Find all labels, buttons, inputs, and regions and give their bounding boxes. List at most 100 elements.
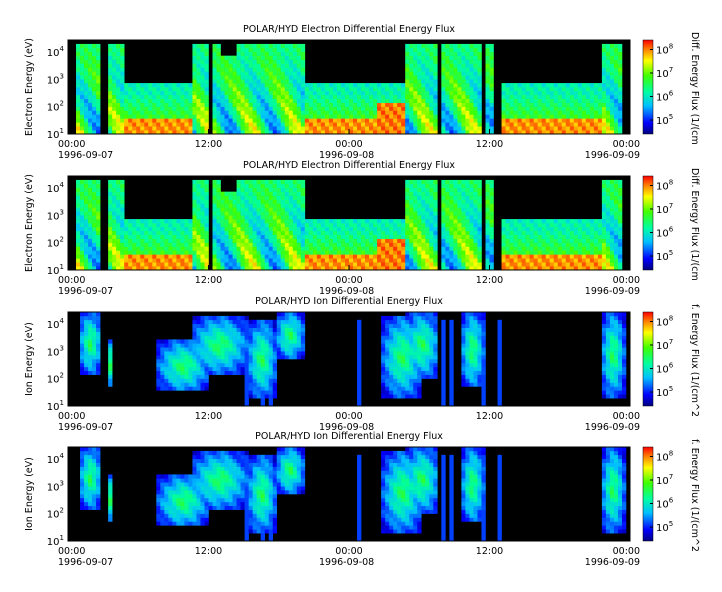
- spectrogram-cell: [617, 43, 623, 49]
- spectrogram-cell: [272, 230, 278, 236]
- spectrogram-cell: [529, 258, 534, 263]
- spectrogram-cell: [148, 234, 153, 239]
- spectrogram-cell: [365, 246, 370, 251]
- spectrogram-cell: [425, 98, 430, 103]
- spectrogram-cell: [212, 266, 217, 271]
- spectrogram-cell: [156, 219, 161, 224]
- spectrogram-cell: [461, 179, 466, 185]
- spectrogram-cell: [272, 94, 278, 100]
- spectrogram-cell: [92, 362, 97, 368]
- spectrogram-cell: [252, 234, 257, 239]
- spectrogram-cell: [256, 55, 261, 60]
- spectrogram-cell: [577, 114, 583, 119]
- spectrogram-cell: [349, 106, 354, 111]
- spectrogram-cell: [240, 114, 245, 119]
- spectrogram-cell: [385, 246, 390, 251]
- spectrogram-cell: [108, 226, 113, 232]
- spectrogram-cell: [96, 43, 101, 49]
- spectrogram-cell: [381, 102, 386, 107]
- spectrogram-cell: [489, 51, 494, 56]
- spectrogram-cell: [365, 126, 370, 131]
- spectrogram-cell: [421, 90, 426, 96]
- spectrogram-cell: [469, 63, 474, 68]
- spectrogram-cell: [605, 215, 611, 220]
- spectrogram-cell: [236, 106, 241, 111]
- spectrogram-cell: [312, 118, 318, 123]
- spectrogram-cell: [108, 382, 113, 387]
- spectrogram-cell: [92, 94, 97, 100]
- spectrogram-cell: [276, 55, 282, 60]
- spectrogram-cell: [92, 51, 97, 56]
- spectrogram-cell: [361, 262, 366, 267]
- spectrogram-cell: [605, 223, 611, 228]
- spectrogram-cell: [76, 55, 81, 60]
- spectrogram-cell: [284, 118, 290, 123]
- spectrogram-cell: [477, 179, 482, 185]
- spectrogram-cell: [405, 230, 410, 236]
- spectrogram-cell: [76, 71, 81, 76]
- spectrogram-cell: [128, 110, 133, 115]
- spectrogram-cell: [585, 219, 591, 224]
- spectrogram-cell: [461, 187, 466, 192]
- spectrogram-cell: [236, 207, 241, 212]
- spectrogram-cell: [292, 130, 298, 135]
- spectrogram-cell: [216, 114, 221, 119]
- spectrogram-cell: [617, 246, 623, 251]
- spectrogram-cell: [88, 199, 93, 204]
- spectrogram-cell: [168, 102, 173, 107]
- spectrogram-cell: [128, 130, 133, 135]
- spectrogram-cell: [617, 106, 623, 111]
- spectrogram-cell: [256, 230, 261, 236]
- spectrogram-cell: [216, 254, 221, 259]
- spectrogram-cell: [296, 114, 302, 119]
- spectrogram-cell: [501, 90, 506, 96]
- spectrogram-cell: [264, 55, 270, 60]
- spectrogram-cell: [76, 126, 81, 131]
- spectrogram-cell: [377, 226, 382, 232]
- spectrogram-cell: [212, 114, 217, 119]
- spectrogram-cell: [557, 98, 563, 103]
- spectrogram-cell: [589, 90, 595, 96]
- spectrogram-cell: [168, 223, 173, 228]
- spectrogram-cell: [405, 130, 410, 135]
- spectrogram-cell: [593, 122, 599, 127]
- panel-title: POLAR/HYD Electron Differential Energy F…: [243, 24, 455, 35]
- spectrogram-cell: [228, 203, 233, 208]
- spectrogram-cell: [513, 223, 518, 228]
- spectrogram-cell: [529, 254, 534, 259]
- spectrogram-cell: [401, 126, 406, 131]
- spectrogram-cell: [200, 55, 205, 60]
- spectrogram-cell: [429, 254, 434, 259]
- spectrogram-cell: [152, 122, 157, 127]
- spectrogram-cell: [485, 262, 490, 267]
- spectrogram-cell: [108, 59, 113, 64]
- spectrogram-cell: [200, 51, 205, 56]
- spectrogram-cell: [545, 114, 551, 119]
- spectrogram-cell: [200, 319, 205, 325]
- spectrogram-cell: [204, 335, 209, 340]
- spectrogram-cell: [164, 223, 169, 228]
- spectrogram-cell: [92, 258, 97, 263]
- spectrogram-cell: [172, 355, 177, 360]
- spectrogram-cell: [176, 266, 181, 271]
- spectrogram-cell: [477, 211, 482, 216]
- spectrogram-cell: [316, 83, 322, 88]
- spectrogram-cell: [228, 230, 233, 236]
- spectrogram-cell: [445, 250, 450, 255]
- spectrogram-cell: [300, 219, 306, 224]
- spectrogram-cell: [405, 63, 410, 68]
- spectrogram-cell: [200, 238, 205, 243]
- spectrogram-cell: [521, 106, 526, 111]
- spectrogram-cell: [200, 370, 205, 375]
- spectrogram-cell: [80, 250, 85, 255]
- spectrogram-cell: [164, 339, 169, 344]
- spectrogram-cell: [192, 359, 197, 364]
- spectrogram-cell: [216, 83, 221, 88]
- spectrogram-cell: [361, 130, 366, 135]
- spectrogram-cell: [601, 110, 607, 115]
- spectrogram-cell: [232, 118, 237, 123]
- spectrogram-cell: [232, 230, 237, 236]
- spectrogram-cell: [553, 226, 559, 232]
- spectrogram-cell: [357, 238, 362, 243]
- spectrogram-cell: [477, 122, 482, 127]
